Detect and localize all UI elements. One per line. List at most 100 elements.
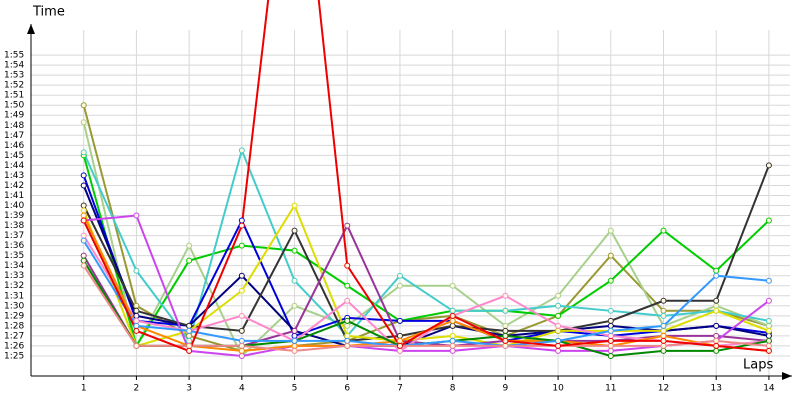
data-point bbox=[291, 302, 298, 309]
data-point bbox=[449, 342, 456, 349]
data-point bbox=[660, 347, 667, 354]
data-point bbox=[555, 312, 562, 319]
data-point bbox=[607, 277, 614, 284]
data-point bbox=[607, 352, 614, 359]
data-point bbox=[344, 332, 351, 339]
data-point bbox=[133, 212, 140, 219]
x-tick-label: 3 bbox=[186, 384, 192, 394]
data-point bbox=[449, 307, 456, 314]
data-point bbox=[238, 337, 245, 344]
data-point bbox=[713, 332, 720, 339]
y-tick-label: 1:53 bbox=[4, 71, 24, 81]
data-point bbox=[449, 337, 456, 344]
y-tick-label: 1:39 bbox=[4, 211, 24, 221]
data-point bbox=[344, 337, 351, 344]
data-point bbox=[660, 307, 667, 314]
data-point bbox=[396, 317, 403, 324]
data-point bbox=[449, 282, 456, 289]
data-point bbox=[80, 202, 87, 209]
series-line bbox=[82, 104, 770, 352]
data-point bbox=[291, 327, 298, 334]
data-point bbox=[238, 242, 245, 249]
data-point bbox=[555, 342, 562, 349]
data-point bbox=[291, 202, 298, 209]
data-point bbox=[238, 287, 245, 294]
data-point bbox=[765, 337, 772, 344]
x-tick-label: 14 bbox=[763, 384, 775, 394]
data-point bbox=[396, 282, 403, 289]
plot-area bbox=[80, 0, 772, 359]
x-tick-label: 2 bbox=[134, 384, 140, 394]
x-axis-title: Laps bbox=[743, 358, 773, 373]
data-point bbox=[607, 327, 614, 334]
data-point bbox=[238, 327, 245, 334]
data-point bbox=[186, 242, 193, 249]
data-point bbox=[238, 352, 245, 359]
data-point bbox=[765, 347, 772, 354]
data-point bbox=[291, 247, 298, 254]
data-point bbox=[291, 347, 298, 354]
y-tick-label: 1:51 bbox=[4, 91, 24, 101]
data-point bbox=[765, 277, 772, 284]
data-point bbox=[344, 317, 351, 324]
data-point bbox=[502, 337, 509, 344]
y-tick-label: 1:48 bbox=[4, 121, 24, 131]
data-point bbox=[80, 262, 87, 269]
data-point bbox=[186, 347, 193, 354]
data-point bbox=[660, 337, 667, 344]
data-point bbox=[344, 222, 351, 229]
y-axis-arrow bbox=[27, 24, 35, 34]
data-point bbox=[713, 342, 720, 349]
data-point bbox=[502, 307, 509, 314]
data-point bbox=[765, 297, 772, 304]
data-point bbox=[396, 342, 403, 349]
data-point bbox=[449, 322, 456, 329]
y-tick-label: 1:55 bbox=[4, 51, 24, 61]
x-tick-label: 7 bbox=[397, 384, 403, 394]
x-tick-label: 8 bbox=[450, 384, 456, 394]
data-point bbox=[291, 337, 298, 344]
data-point bbox=[396, 347, 403, 354]
data-point bbox=[133, 302, 140, 309]
data-point bbox=[344, 297, 351, 304]
y-tick-label: 1:29 bbox=[4, 311, 24, 321]
data-point bbox=[713, 337, 720, 344]
data-point bbox=[555, 322, 562, 329]
y-tick-label: 1:49 bbox=[4, 111, 24, 121]
x-tick-label: 4 bbox=[239, 384, 245, 394]
y-tick-label: 1:38 bbox=[4, 221, 24, 231]
data-point bbox=[449, 347, 456, 354]
y-tick-label: 1:42 bbox=[4, 181, 24, 191]
data-point bbox=[133, 317, 140, 324]
data-point bbox=[660, 297, 667, 304]
y-tick-label: 1:46 bbox=[4, 141, 24, 151]
data-point bbox=[713, 267, 720, 274]
data-point bbox=[80, 182, 87, 189]
data-point bbox=[80, 149, 87, 156]
data-point bbox=[765, 332, 772, 339]
data-point bbox=[133, 322, 140, 329]
y-tick-label: 1:41 bbox=[4, 191, 24, 201]
data-point bbox=[449, 317, 456, 324]
x-tick-label: 12 bbox=[658, 384, 669, 394]
data-point bbox=[344, 322, 351, 329]
data-point bbox=[449, 312, 456, 319]
series-line bbox=[82, 122, 770, 358]
data-point bbox=[80, 102, 87, 109]
data-point bbox=[291, 227, 298, 234]
data-point bbox=[607, 252, 614, 259]
data-point bbox=[396, 337, 403, 344]
y-tick-label: 1:47 bbox=[4, 131, 24, 141]
data-point bbox=[713, 272, 720, 279]
data-point bbox=[291, 342, 298, 349]
x-tick-label: 11 bbox=[605, 384, 616, 394]
data-point bbox=[80, 217, 87, 224]
series-line bbox=[82, 203, 770, 348]
data-point bbox=[502, 292, 509, 299]
data-point bbox=[80, 212, 87, 219]
data-point bbox=[765, 327, 772, 334]
x-tick-label: 13 bbox=[710, 384, 721, 394]
y-tick-label: 1:50 bbox=[4, 101, 24, 111]
data-point bbox=[713, 347, 720, 354]
